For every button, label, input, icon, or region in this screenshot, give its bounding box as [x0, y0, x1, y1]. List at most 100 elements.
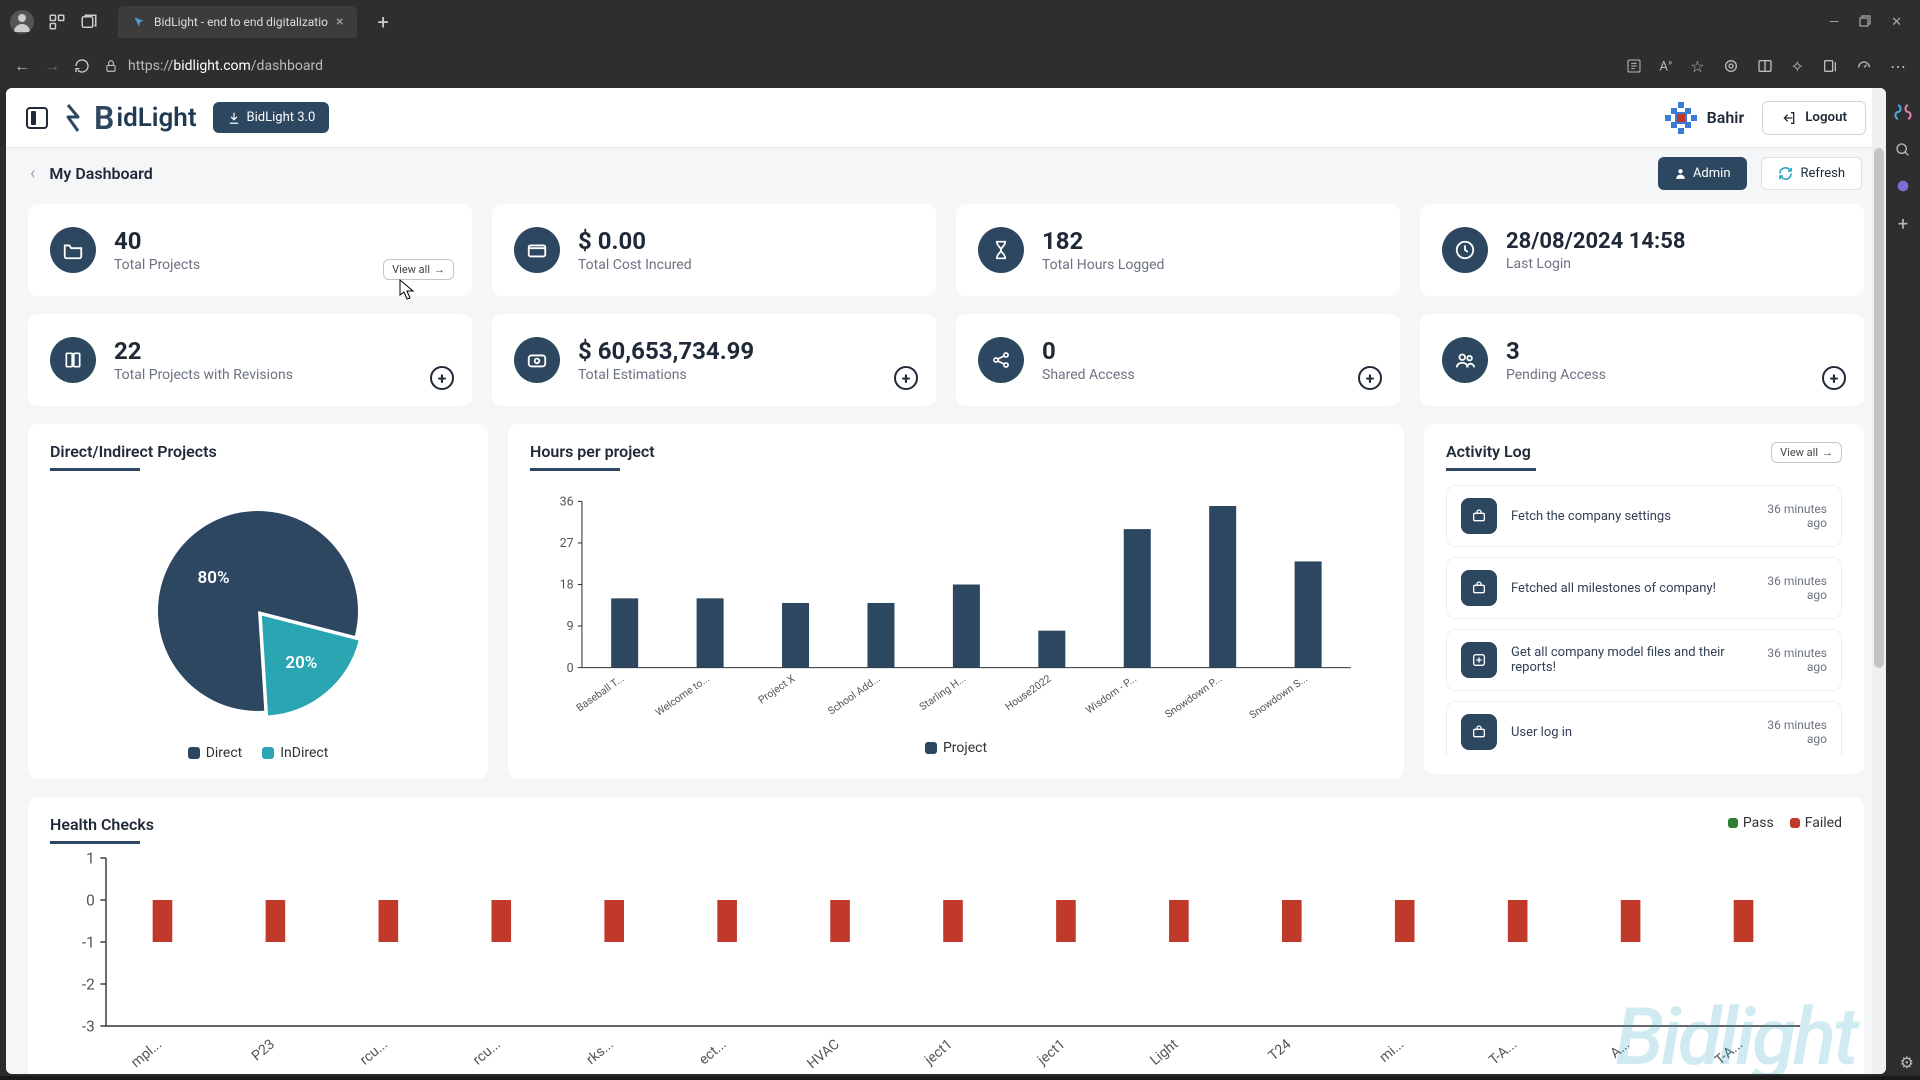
- stat-login-value: 28/08/2024 14:58: [1506, 229, 1685, 254]
- add-pending-button[interactable]: +: [1822, 366, 1846, 390]
- refresh-button[interactable]: Refresh: [1761, 157, 1862, 190]
- activity-item[interactable]: Fetch the company settings36 minutes ago: [1446, 485, 1842, 547]
- pie-legend: Direct InDirect: [188, 745, 329, 761]
- share-icon: [978, 337, 1024, 383]
- view-all-projects-button[interactable]: View all →: [383, 259, 454, 280]
- reload-icon[interactable]: [74, 58, 90, 74]
- activity-text: Get all company model files and their re…: [1511, 645, 1737, 675]
- taskbar: [0, 1076, 1920, 1080]
- browser-tab[interactable]: BidLight - end to end digitalizatio ×: [118, 6, 357, 38]
- stat-revisions-label: Total Projects with Revisions: [114, 367, 293, 383]
- money-icon: [514, 337, 560, 383]
- stat-login: 28/08/2024 14:58Last Login: [1420, 204, 1864, 296]
- bars-title: Hours per project: [530, 442, 1382, 471]
- stat-hours-value: 182: [1042, 227, 1164, 255]
- bars-panel: Hours per project 09182736Baseball T...W…: [508, 424, 1404, 779]
- add-shared-button[interactable]: +: [1358, 366, 1382, 390]
- view-all-activity-button[interactable]: View all →: [1771, 442, 1842, 463]
- search-sidebar-icon[interactable]: [1895, 142, 1911, 158]
- stat-hours-label: Total Hours Logged: [1042, 257, 1164, 273]
- logo-b: B: [94, 99, 114, 137]
- stat-pending-value: 3: [1506, 337, 1606, 365]
- svg-text:-3: -3: [82, 1018, 95, 1036]
- bidlight-download-button[interactable]: BidLight 3.0: [213, 102, 330, 133]
- svg-text:ject1: ject1: [1034, 1036, 1068, 1069]
- svg-text:0: 0: [86, 892, 95, 910]
- activity-time: 36 minutes ago: [1751, 574, 1827, 602]
- stat-cost-label: Total Cost Incured: [578, 257, 692, 273]
- add-revision-button[interactable]: +: [430, 366, 454, 390]
- copilot-icon[interactable]: [1893, 102, 1913, 122]
- window-maximize-icon[interactable]: [1859, 15, 1871, 27]
- add-estimation-button[interactable]: +: [894, 366, 918, 390]
- text-size-icon[interactable]: A»: [1660, 58, 1673, 74]
- lock-icon: [104, 59, 118, 73]
- tabs-icon[interactable]: [80, 13, 98, 31]
- pie-panel: Direct/Indirect Projects 20%80% Direct I…: [28, 424, 488, 779]
- activity-item[interactable]: Get all company model files and their re…: [1446, 629, 1842, 691]
- window-minimize-icon[interactable]: —: [1829, 15, 1839, 30]
- url-bar[interactable]: https://bidlight.com/dashboard: [104, 58, 1612, 74]
- title-bar: BidLight - end to end digitalizatio × + …: [0, 0, 1920, 44]
- star-icon[interactable]: ☆: [1690, 57, 1704, 76]
- svg-text:18: 18: [560, 578, 574, 593]
- activity-time: 36 minutes ago: [1751, 718, 1827, 746]
- url-prefix: https://: [128, 58, 173, 74]
- new-tab-icon[interactable]: +: [377, 10, 388, 34]
- url-path: /dashboard: [251, 58, 323, 74]
- folder-icon: [50, 227, 96, 273]
- collections-icon[interactable]: [1822, 58, 1838, 74]
- browser-right-sidebar: +: [1886, 88, 1920, 1074]
- username-label: Bahir: [1707, 108, 1745, 127]
- tab-close-icon[interactable]: ×: [336, 14, 343, 30]
- stat-estimations-value: $ 60,653,734.99: [578, 337, 754, 365]
- performance-icon[interactable]: [1856, 58, 1872, 74]
- refresh-label: Refresh: [1801, 166, 1845, 181]
- svg-text:Baseball T...: Baseball T...: [574, 672, 627, 714]
- activity-item[interactable]: User log in36 minutes ago: [1446, 701, 1842, 756]
- more-icon[interactable]: ⋯: [1890, 57, 1906, 76]
- activity-item[interactable]: Fetched all milestones of company!36 min…: [1446, 557, 1842, 619]
- briefcase-icon: [1461, 714, 1497, 750]
- activity-list[interactable]: Fetch the company settings36 minutes ago…: [1446, 485, 1842, 756]
- svg-text:-2: -2: [82, 976, 95, 994]
- stat-revisions: 22Total Projects with Revisions +: [28, 314, 472, 406]
- admin-button[interactable]: Admin: [1658, 157, 1747, 190]
- sidebar-toggle-icon[interactable]: [26, 107, 48, 129]
- extensions-icon[interactable]: [1723, 58, 1739, 74]
- stat-projects: 40Total Projects View all →: [28, 204, 472, 296]
- svg-text:P23: P23: [249, 1036, 278, 1064]
- read-aloud-icon[interactable]: [1626, 58, 1642, 74]
- users-icon: [1442, 337, 1488, 383]
- svg-text:Light: Light: [1147, 1036, 1181, 1069]
- profile-avatar-icon[interactable]: [10, 10, 34, 34]
- breadcrumb-back-icon[interactable]: ‹: [30, 163, 35, 184]
- svg-text:Snowdown P...: Snowdown P...: [1162, 672, 1224, 721]
- logo-mark-icon: [64, 103, 90, 133]
- svg-text:School Add...: School Add...: [825, 672, 882, 718]
- pie-title: Direct/Indirect Projects: [50, 442, 466, 471]
- activity-panel: Activity Log View all → Fetch the compan…: [1424, 424, 1864, 774]
- app-logo[interactable]: BidLight: [64, 99, 197, 137]
- split-view-icon[interactable]: [1757, 58, 1773, 74]
- tab-favicon: [132, 15, 146, 29]
- svg-text:T-A...: T-A...: [1486, 1036, 1520, 1068]
- back-icon[interactable]: ←: [14, 56, 30, 76]
- svg-text:House2022: House2022: [1002, 672, 1053, 713]
- svg-text:20%: 20%: [285, 653, 317, 673]
- activity-text: Fetch the company settings: [1511, 509, 1737, 524]
- browser-chrome: BidLight - end to end digitalizatio × + …: [0, 0, 1920, 88]
- favorites-icon[interactable]: ✧: [1791, 57, 1804, 76]
- tools-sidebar-icon[interactable]: [1895, 178, 1911, 194]
- stat-pending-label: Pending Access: [1506, 367, 1606, 383]
- add-sidebar-icon[interactable]: +: [1898, 214, 1908, 235]
- briefcase-icon: [1461, 498, 1497, 534]
- svg-text:Welcome to...: Welcome to...: [653, 672, 712, 719]
- window-close-icon[interactable]: ✕: [1891, 15, 1902, 30]
- logout-button[interactable]: Logout: [1762, 101, 1866, 135]
- workspace-icon[interactable]: [48, 13, 66, 31]
- tab-title: BidLight - end to end digitalizatio: [154, 15, 328, 29]
- taskbar-settings-icon[interactable]: ⚙: [1900, 1053, 1914, 1072]
- address-bar-row: ← → https://bidlight.com/dashboard A» ☆ …: [0, 44, 1920, 88]
- user-badge[interactable]: Bahir: [1665, 102, 1745, 134]
